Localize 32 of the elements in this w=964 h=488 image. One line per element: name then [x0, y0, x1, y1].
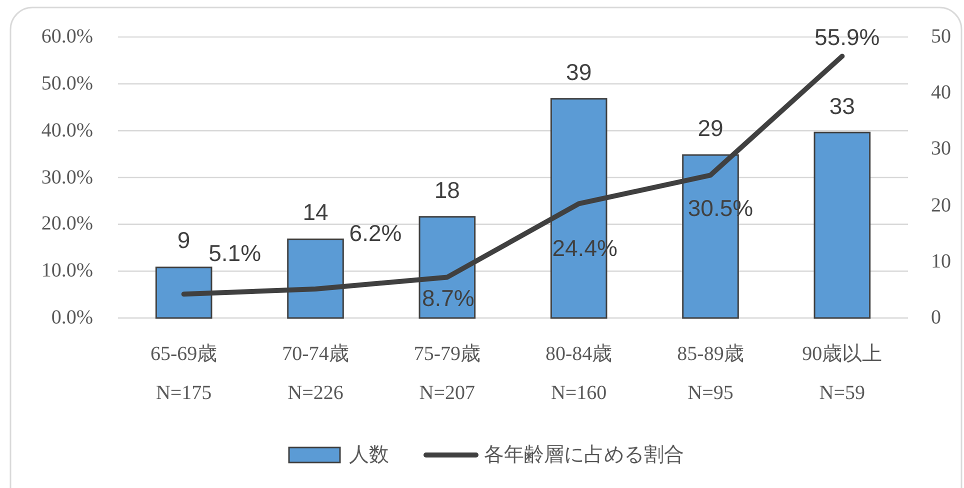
y2-tick-label: 10 [931, 250, 951, 274]
y2-tick-label: 20 [931, 194, 951, 218]
y2-tick-label: 50 [931, 26, 951, 48]
data-label: 9 [177, 227, 190, 254]
y-tick-label: 0.0% [51, 306, 93, 330]
y-tick-label: 30.0% [41, 166, 93, 189]
x-tick-label: 70-74歳 N=226 [282, 342, 349, 406]
y-tick-label: 50.0% [41, 72, 93, 96]
x-tick-label: 80-84歳 N=160 [545, 342, 612, 406]
y2-tick-label: 40 [931, 82, 951, 105]
data-label: 33 [829, 92, 855, 119]
y-tick-label: 10.0% [41, 260, 93, 283]
x-tick-label: 85-89歳 N=95 [677, 342, 744, 406]
legend-label: 人数 [349, 444, 389, 466]
y-tick-label: 20.0% [41, 212, 93, 236]
data-label: 39 [566, 58, 592, 86]
y2-tick-label: 0 [931, 306, 941, 330]
x-tick-label: 90歳以上 N=59 [802, 342, 882, 406]
data-label: 5.1% [208, 240, 262, 266]
y2-tick-label: 30 [931, 138, 951, 161]
data-label: 18 [434, 176, 460, 204]
data-label: 29 [698, 114, 724, 142]
x-tick-label: 65-69歳 N=175 [150, 342, 218, 406]
y-tick-label: 40.0% [41, 119, 93, 142]
data-label: 55.9% [814, 24, 880, 50]
data-label: 8.7% [422, 285, 474, 312]
data-label: 14 [302, 199, 328, 226]
y-tick-label: 60.0% [41, 26, 93, 48]
bar [814, 132, 871, 319]
data-label: 6.2% [349, 220, 402, 246]
x-tick-label: 75-79歳 N=207 [414, 342, 480, 406]
legend-label: 各年齢層に占める割合 [484, 444, 684, 466]
